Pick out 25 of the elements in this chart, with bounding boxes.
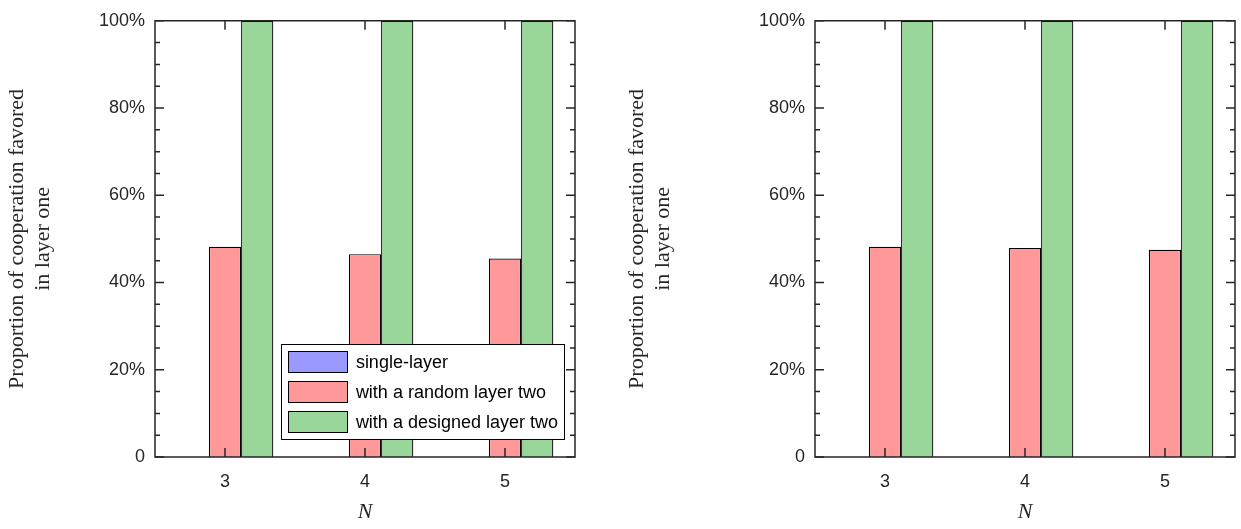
y-tick-label: 80% [108, 97, 145, 118]
x-tick-label: 4 [359, 470, 371, 491]
x-axis-title: N [356, 497, 374, 523]
y-tick-label: 20% [768, 358, 805, 379]
y-tick-label: 20% [108, 358, 145, 379]
x-tick-label: 3 [879, 470, 891, 491]
y-tick-label: 100% [98, 9, 145, 30]
legend-label: with a designed layer two [355, 411, 558, 433]
y-tick-label: 60% [108, 184, 145, 205]
y-tick-label: 100% [758, 9, 805, 30]
y-tick-label: 40% [768, 271, 805, 292]
x-tick-label: 4 [1019, 470, 1031, 491]
x-tick-label: 5 [499, 470, 511, 491]
x-tick-label: 5 [1159, 470, 1171, 491]
y-tick-label: 40% [108, 271, 145, 292]
legend-label: single-layer [355, 351, 448, 373]
y-tick-label: 0 [794, 445, 805, 466]
x-tick-label: 3 [219, 470, 231, 491]
y-axis-title: Proportion of cooperation favored in layer one [622, 88, 675, 389]
y-axis-title: Proportion of cooperation favored in layer one [2, 88, 55, 389]
y-tick-label: 0 [134, 445, 145, 466]
legend-label: with a random layer two [355, 381, 546, 403]
y-tick-label: 80% [768, 97, 805, 118]
y-tick-label: 60% [768, 184, 805, 205]
x-axis-title: N [1016, 497, 1034, 523]
